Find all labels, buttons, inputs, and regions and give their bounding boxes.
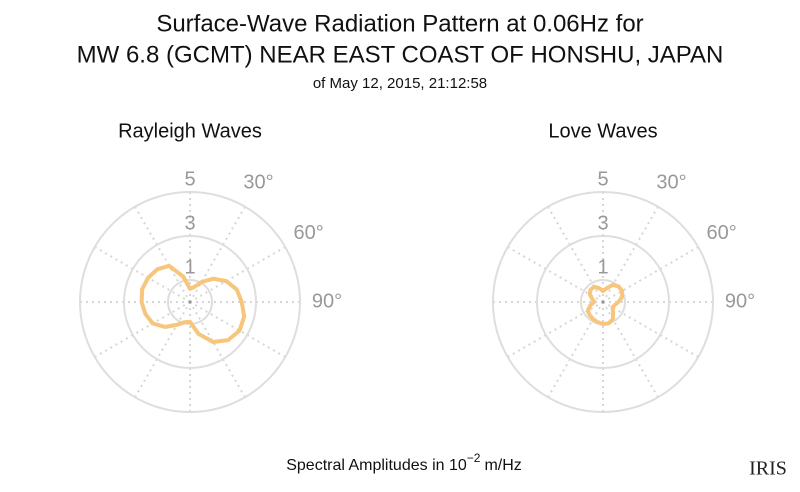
r-tick-label: 3 <box>597 212 608 234</box>
r-tick-label: 5 <box>184 168 195 190</box>
r-tick-label: 5 <box>597 168 608 190</box>
spoke <box>602 246 699 303</box>
spoke <box>602 301 699 358</box>
center-dot <box>601 300 605 304</box>
theta-tick-label: 30° <box>243 172 273 194</box>
radial-grid <box>536 235 670 369</box>
logo: IRIS <box>749 458 787 480</box>
radial-grid <box>79 191 301 413</box>
axis-label-exponent: −2 <box>467 451 481 465</box>
theta-tick-label: 60° <box>294 222 324 244</box>
spoke <box>189 206 246 303</box>
axis-label-unit: m/Hz <box>484 457 521 474</box>
r-tick-label: 1 <box>597 256 608 278</box>
title-line: MW 6.8 (GCMT) NEAR EAST COAST OF HONSHU,… <box>77 41 724 68</box>
title-line: Surface-Wave Radiation Pattern at 0.06Hz… <box>156 10 643 37</box>
chart-title: Rayleigh Waves <box>118 120 262 142</box>
radiation-pattern <box>585 282 625 326</box>
radial-grid <box>492 191 714 413</box>
spoke <box>507 246 604 303</box>
theta-tick-label: 60° <box>707 222 737 244</box>
theta-tick-label: 90° <box>312 290 342 312</box>
radial-grid <box>123 235 257 369</box>
axis-label-text: Spectral Amplitudes in 10 <box>286 457 467 474</box>
spoke <box>94 301 191 358</box>
spoke <box>189 246 286 303</box>
theta-tick-label: 90° <box>725 290 755 312</box>
spoke <box>134 206 191 303</box>
chart-title: Love Waves <box>548 120 657 142</box>
radiation-pattern <box>139 263 247 344</box>
r-tick-label: 3 <box>184 212 195 234</box>
spoke <box>189 301 246 398</box>
spoke <box>134 301 191 398</box>
axis-label: Spectral Amplitudes in 10−2 m/Hz <box>286 451 522 474</box>
center-dot <box>188 300 192 304</box>
theta-tick-label: 30° <box>656 172 686 194</box>
subtitle: of May 12, 2015, 21:12:58 <box>313 75 487 92</box>
r-tick-label: 1 <box>184 256 195 278</box>
spoke <box>189 301 286 358</box>
spoke <box>94 246 191 303</box>
